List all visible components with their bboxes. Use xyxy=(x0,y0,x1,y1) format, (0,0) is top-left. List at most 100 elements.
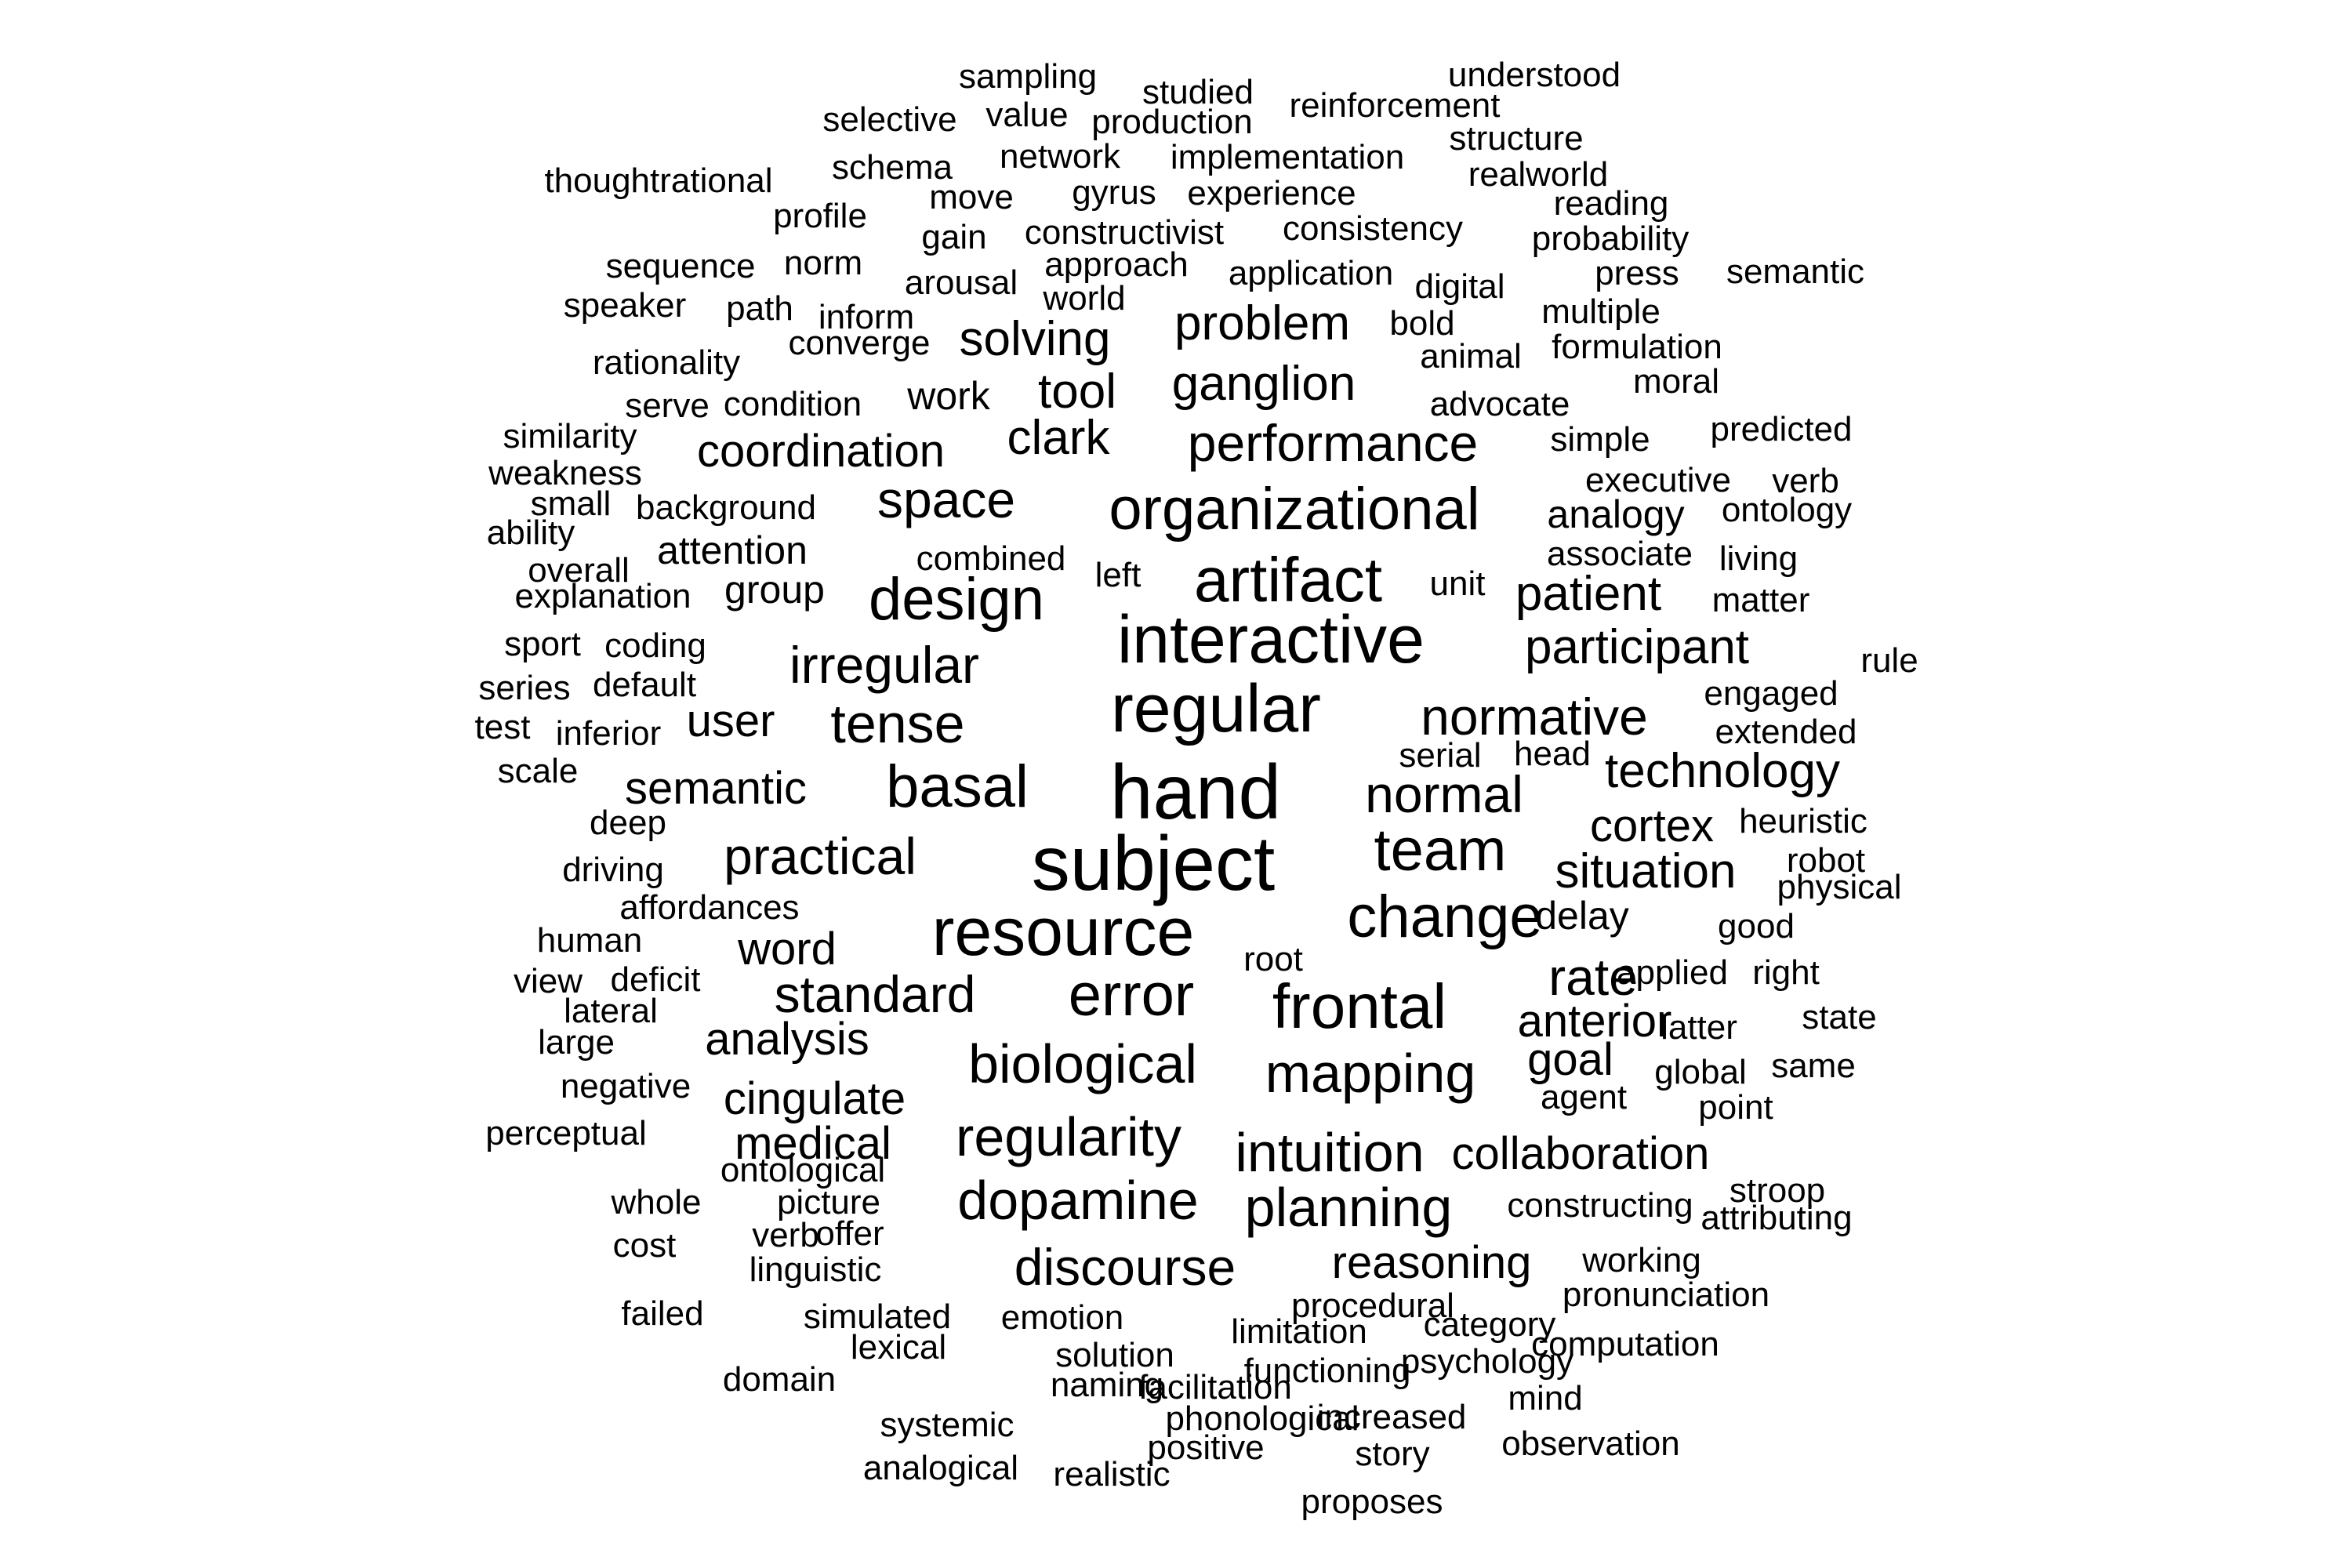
word-naming: naming xyxy=(1050,1366,1164,1404)
word-design: design xyxy=(869,566,1044,633)
word-move: move xyxy=(929,178,1014,216)
word-normal: normal xyxy=(1365,765,1523,823)
word-clark: clark xyxy=(1007,411,1110,465)
word-inform: inform xyxy=(818,298,915,336)
word-implementation: implementation xyxy=(1170,138,1405,176)
word-root: root xyxy=(1243,940,1303,978)
word-rate: rate xyxy=(1548,948,1638,1006)
word-cingulate: cingulate xyxy=(723,1073,906,1124)
word-verb: verb xyxy=(752,1216,819,1254)
word-sport: sport xyxy=(504,625,581,663)
word-attributing: attributing xyxy=(1700,1199,1853,1237)
word-digital: digital xyxy=(1414,267,1505,306)
word-world: world xyxy=(1043,279,1126,318)
word-user: user xyxy=(686,695,775,746)
word-agent: agent xyxy=(1540,1078,1628,1116)
word-network: network xyxy=(999,137,1121,176)
word-proposes: proposes xyxy=(1301,1483,1443,1521)
word-biological: biological xyxy=(968,1033,1197,1094)
word-robot: robot xyxy=(1786,841,1866,880)
word-category: category xyxy=(1423,1305,1556,1344)
word-converge: converge xyxy=(788,324,931,362)
word-delay: delay xyxy=(1535,894,1629,938)
word-matter: matter xyxy=(1711,581,1810,619)
word-engaged: engaged xyxy=(1704,674,1838,713)
word-limitation: limitation xyxy=(1231,1312,1367,1351)
word-whole: whole xyxy=(611,1183,702,1221)
word-explanation: explanation xyxy=(514,577,691,615)
word-pronunciation: pronunciation xyxy=(1562,1276,1770,1314)
word-phonological: phonological xyxy=(1165,1399,1359,1438)
word-schema: schema xyxy=(831,148,953,187)
word-serial: serial xyxy=(1399,736,1482,775)
word-domain: domain xyxy=(722,1360,837,1399)
word-predicted: predicted xyxy=(1710,410,1853,448)
word-offer: offer xyxy=(815,1214,884,1253)
word-positive: positive xyxy=(1147,1428,1265,1467)
word-rule: rule xyxy=(1860,641,1918,680)
word-simulated: simulated xyxy=(803,1298,952,1336)
word-scale: scale xyxy=(497,752,579,790)
word-state: state xyxy=(1802,998,1877,1036)
word-norm: norm xyxy=(783,244,863,282)
word-default: default xyxy=(592,666,697,704)
word-solution: solution xyxy=(1055,1336,1174,1374)
word-performance: performance xyxy=(1187,414,1479,472)
word-perceptual: perceptual xyxy=(485,1114,647,1152)
word-error: error xyxy=(1068,962,1195,1029)
word-anterior: anterior xyxy=(1517,996,1672,1047)
word-thoughtrational: thoughtrational xyxy=(544,162,773,200)
word-resource: resource xyxy=(931,895,1195,970)
word-situation: situation xyxy=(1555,844,1737,898)
word-weakness: weakness xyxy=(488,454,642,492)
word-value: value xyxy=(985,96,1069,134)
word-cost: cost xyxy=(612,1226,677,1265)
word-experience: experience xyxy=(1187,174,1356,212)
word-dopamine: dopamine xyxy=(957,1170,1199,1231)
word-structure: structure xyxy=(1449,119,1584,158)
word-planning: planning xyxy=(1244,1177,1453,1238)
word-standard: standard xyxy=(774,965,976,1023)
word-space: space xyxy=(877,470,1016,528)
word-analogical: analogical xyxy=(862,1449,1019,1487)
word-heuristic: heuristic xyxy=(1739,802,1867,840)
word-similarity: similarity xyxy=(503,417,637,456)
word-studied: studied xyxy=(1142,73,1254,111)
word-tense: tense xyxy=(830,693,965,754)
word-deficit: deficit xyxy=(610,960,701,999)
word-constructivist: constructivist xyxy=(1024,213,1225,252)
word-condition: condition xyxy=(723,385,862,423)
word-small: small xyxy=(530,485,612,523)
word-procedural: procedural xyxy=(1291,1287,1454,1325)
word-mapping: mapping xyxy=(1265,1043,1476,1104)
word-collaboration: collaboration xyxy=(1451,1128,1710,1179)
word-ganglion: ganglion xyxy=(1171,357,1356,411)
word-semantic: semantic xyxy=(624,763,808,814)
word-basal: basal xyxy=(886,753,1029,820)
word-global: global xyxy=(1654,1053,1747,1091)
word-formulation: formulation xyxy=(1552,328,1722,366)
word-negative: negative xyxy=(560,1067,691,1105)
word-ability: ability xyxy=(486,514,575,552)
word-driving: driving xyxy=(562,851,664,889)
word-executive: executive xyxy=(1585,461,1731,499)
word-right: right xyxy=(1752,953,1820,992)
word-word: word xyxy=(738,924,837,975)
word-same: same xyxy=(1771,1047,1856,1085)
word-consistency: consistency xyxy=(1283,209,1463,248)
word-problem: problem xyxy=(1174,296,1350,350)
word-left: left xyxy=(1094,556,1142,594)
word-affordances: affordances xyxy=(619,888,800,927)
word-speaker: speaker xyxy=(563,286,687,325)
word-hand: hand xyxy=(1109,749,1282,835)
word-realworld: realworld xyxy=(1468,155,1609,194)
word-work: work xyxy=(907,374,990,418)
word-team: team xyxy=(1374,817,1507,884)
word-semantic: semantic xyxy=(1726,252,1865,291)
word-systemic: systemic xyxy=(880,1406,1014,1444)
word-patient: patient xyxy=(1515,567,1662,621)
word-lateral: lateral xyxy=(564,992,658,1030)
word-discourse: discourse xyxy=(1014,1238,1236,1296)
word-unit: unit xyxy=(1429,564,1486,603)
